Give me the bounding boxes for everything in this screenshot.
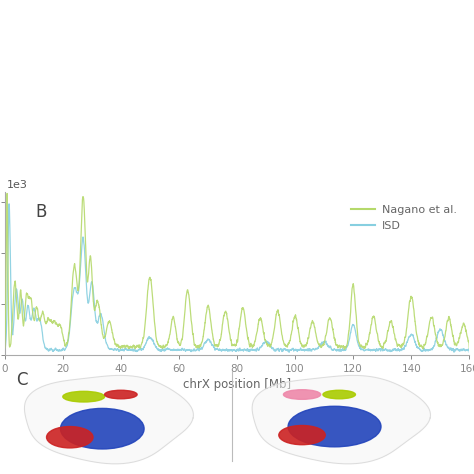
Text: C: C <box>16 371 28 389</box>
Ellipse shape <box>283 390 320 399</box>
Ellipse shape <box>323 390 356 399</box>
Ellipse shape <box>288 406 381 447</box>
Ellipse shape <box>105 390 137 399</box>
Ellipse shape <box>279 426 325 445</box>
Ellipse shape <box>63 392 105 402</box>
Ellipse shape <box>46 427 93 448</box>
Polygon shape <box>25 375 193 464</box>
X-axis label: chrX position [Mb]: chrX position [Mb] <box>183 378 291 391</box>
Legend: Nagano et al., ISD: Nagano et al., ISD <box>348 202 459 234</box>
Ellipse shape <box>61 409 144 449</box>
Text: B: B <box>35 203 46 221</box>
Polygon shape <box>252 375 430 464</box>
Text: 1e3: 1e3 <box>7 181 28 191</box>
